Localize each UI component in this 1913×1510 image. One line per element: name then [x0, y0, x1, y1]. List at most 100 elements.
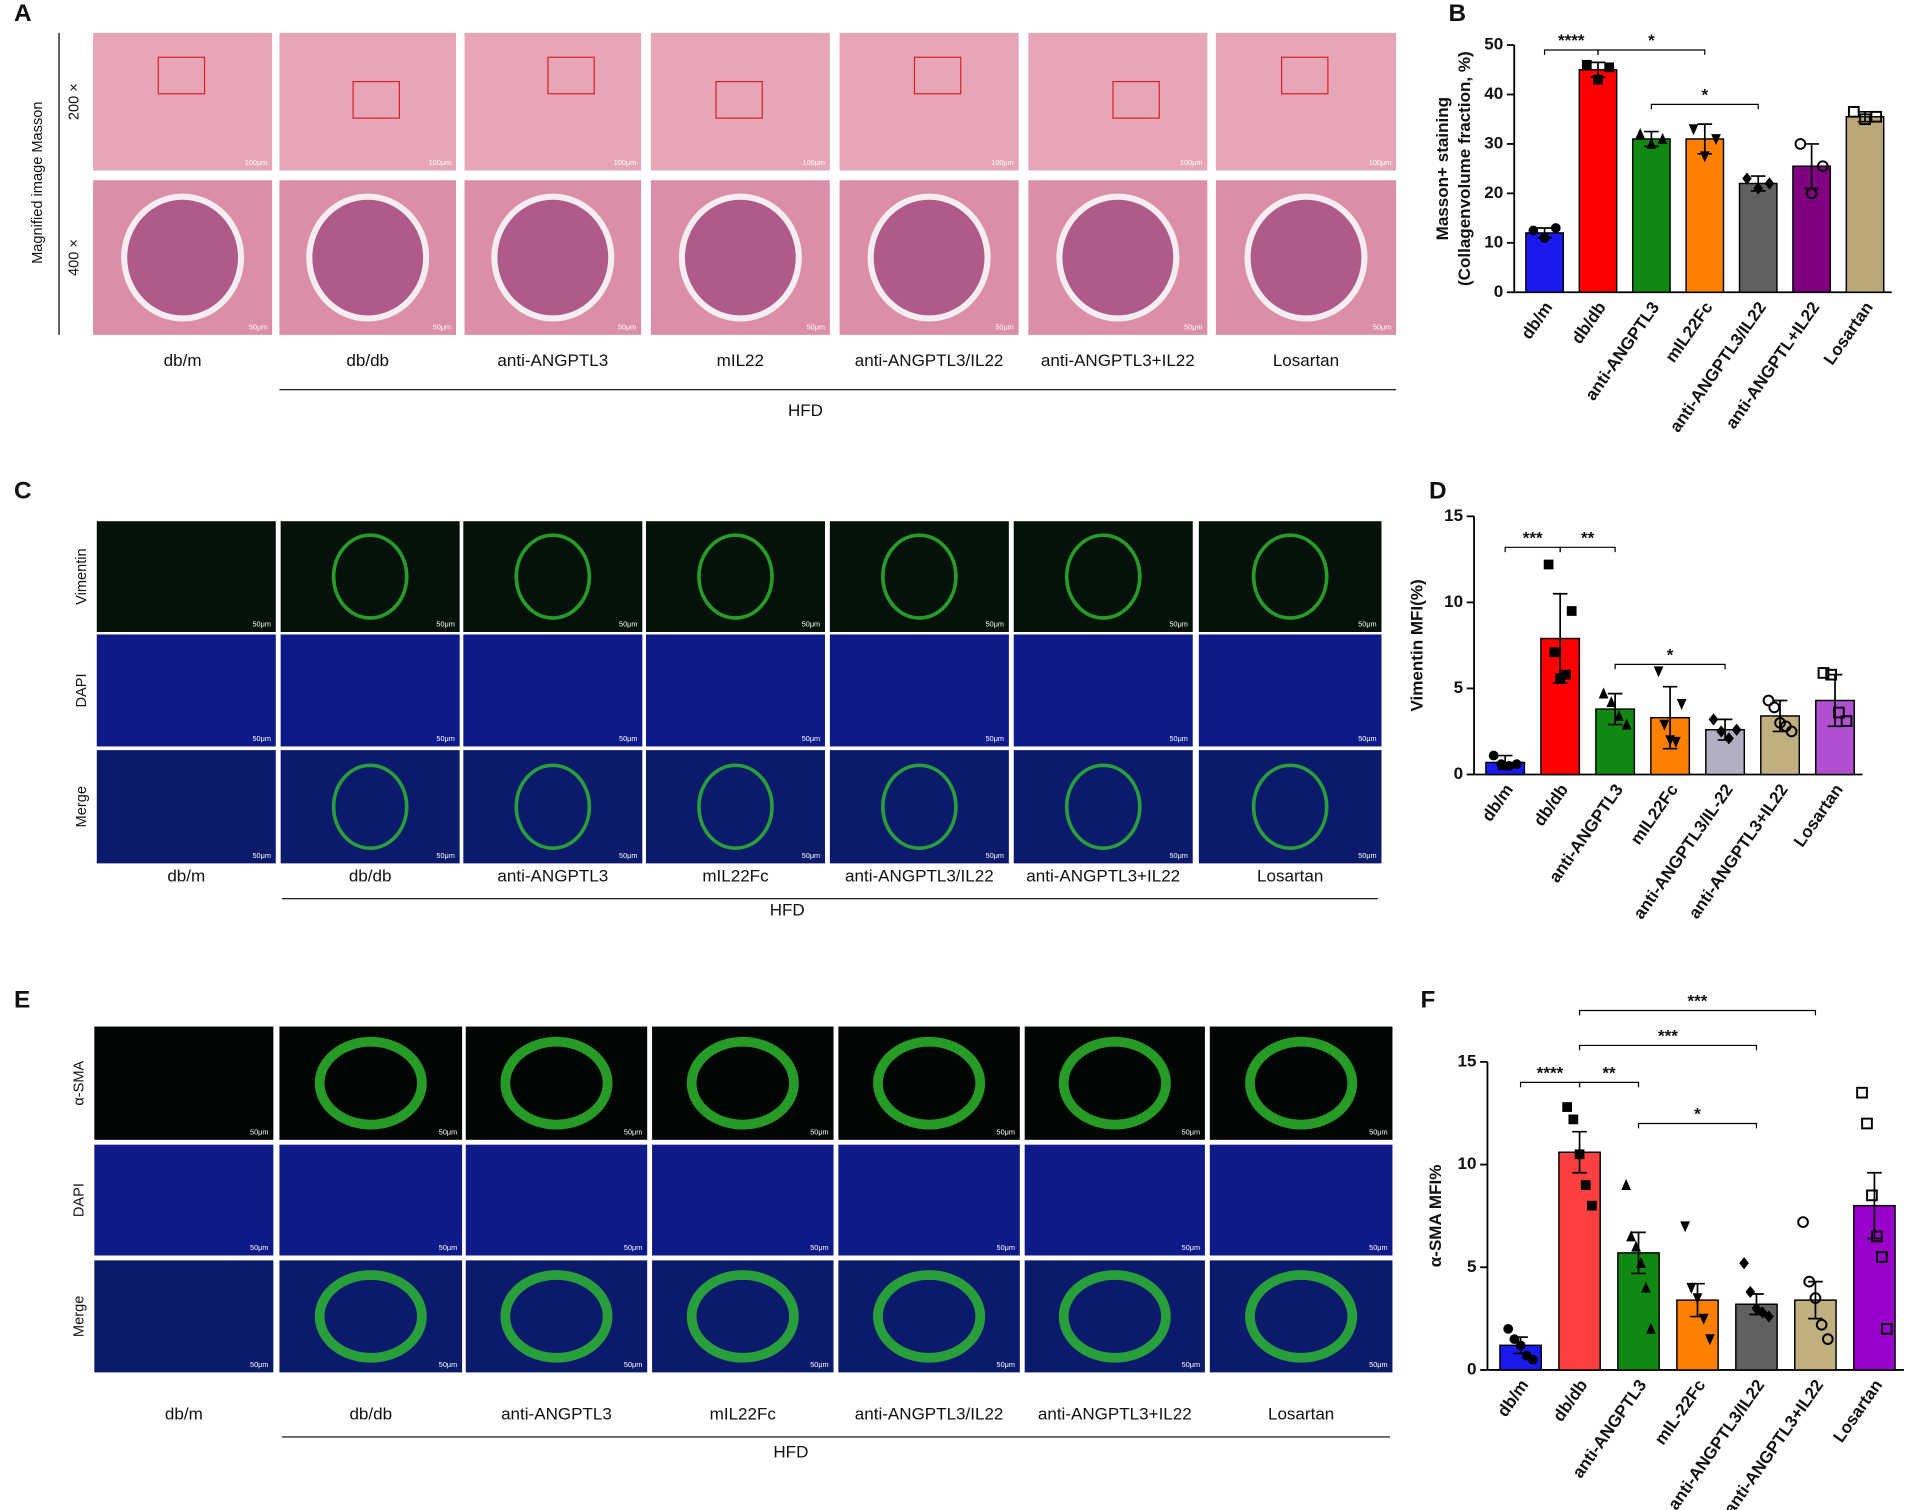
micrograph [94, 1260, 274, 1373]
significance-label: * [1667, 645, 1674, 664]
scale-bar-label: 50μm [1373, 322, 1391, 331]
data-point [1635, 127, 1646, 139]
micrograph [463, 750, 643, 864]
data-point [1528, 225, 1539, 236]
micrograph [1013, 634, 1193, 747]
micrograph [829, 521, 1009, 633]
scale-bar-label: 100μm [1180, 158, 1202, 167]
y-axis-label: Masson+ staining [1433, 97, 1452, 240]
roi-box [352, 80, 400, 119]
roi-box [157, 56, 206, 95]
significance-bracket [1650, 103, 1759, 110]
data-point [1606, 696, 1617, 708]
data-point [1762, 694, 1775, 707]
column-label: anti-ANGPTL3+IL22 [1026, 866, 1180, 885]
stain [1058, 1036, 1171, 1130]
data-point [1805, 187, 1818, 200]
data-point [1870, 110, 1883, 123]
column-label: db/db [349, 1405, 392, 1424]
column-label: anti-ANGPTL3 [497, 351, 608, 370]
data-point [1871, 1230, 1883, 1243]
scale-bar-label: 50μm [997, 1127, 1015, 1136]
data-point [1809, 1292, 1822, 1304]
micrograph [652, 1144, 834, 1256]
data-point [1636, 1257, 1646, 1269]
micrograph [280, 521, 460, 633]
micrograph [1198, 750, 1382, 864]
data-point [1568, 1114, 1579, 1125]
scale-bar-label: 50μm [249, 322, 267, 331]
column-label: mIL22Fc [702, 866, 769, 885]
column-label: anti-ANGPTL3/IL22 [845, 866, 994, 885]
x-tick-label: anti-ANGPTL3/IL22 [1666, 298, 1770, 435]
micrograph [645, 634, 825, 747]
bar [1558, 1151, 1601, 1371]
y-axis-label: α-SMA MFI% [1426, 1165, 1445, 1268]
scale-bar-label: 100μm [429, 158, 451, 167]
data-point [1708, 713, 1719, 726]
column-label: mIL22Fc [710, 1405, 777, 1424]
glomerulus [1244, 193, 1368, 322]
scale-bar-label: 50μm [439, 1127, 457, 1136]
group-label: HFD [773, 1442, 808, 1461]
y-tick-label: 30 [1484, 133, 1503, 152]
significance-label: * [1648, 31, 1655, 50]
micrograph [94, 1026, 274, 1140]
row-label: 400 × [67, 239, 83, 276]
roi-box [913, 56, 962, 95]
roi-box [715, 80, 763, 119]
scale-bar-label: 100μm [614, 158, 636, 167]
glomerulus [306, 193, 430, 322]
x-tick-label: anti-ANGPTL3+IL22 [1685, 781, 1792, 923]
stain [697, 763, 774, 850]
data-point [1774, 717, 1786, 729]
scale-bar-label: 50μm [253, 734, 271, 743]
scale-bar-label: 50μm [1182, 1360, 1200, 1369]
scale-bar-label: 50μm [433, 322, 451, 331]
y-tick-label: 15 [1444, 506, 1463, 525]
row-label: DAPI [74, 673, 90, 707]
scale-bar-label: 50μm [250, 1360, 268, 1369]
data-point [1670, 736, 1681, 748]
data-point [1581, 59, 1592, 70]
scale-bar-label: 50μm [1369, 1360, 1387, 1369]
micrograph [464, 32, 642, 171]
y-tick-label: 0 [1467, 1359, 1476, 1378]
data-point [1680, 1221, 1690, 1233]
y-tick-label: 5 [1454, 678, 1463, 697]
x-tick-label: db/m [1494, 1376, 1533, 1420]
data-point [1817, 667, 1830, 679]
data-point [1511, 759, 1522, 770]
micrograph [96, 634, 276, 747]
glomerulus [1056, 193, 1180, 322]
data-point [1657, 132, 1668, 144]
panel-label: E [14, 986, 30, 1013]
micrograph [645, 750, 825, 864]
scale-bar-label: 50μm [1182, 1127, 1200, 1136]
scale-bar-label: 50μm [995, 322, 1013, 331]
column-label: db/db [346, 351, 389, 370]
micrograph [96, 750, 276, 864]
scale-bar-label: 50μm [619, 734, 637, 743]
significance-bracket [1519, 1081, 1581, 1088]
significance-label: *** [1658, 1026, 1678, 1045]
significance-bracket [1559, 546, 1616, 553]
data-point [1768, 701, 1781, 714]
data-point [1614, 709, 1624, 721]
significance-bracket [1578, 1081, 1640, 1088]
data-point [1840, 715, 1853, 727]
y-tick-label: 40 [1484, 84, 1503, 103]
column-label: anti-ANGPTL3+IL22 [1041, 351, 1195, 370]
stain [314, 1270, 427, 1363]
data-point [1561, 669, 1571, 680]
stain [1251, 533, 1329, 620]
glomerulus [867, 193, 991, 322]
stain [881, 533, 958, 620]
x-tick-label: db/m [1478, 781, 1517, 825]
scale-bar-label: 50μm [986, 734, 1004, 743]
micrograph [839, 32, 1019, 171]
row-label: DAPI [72, 1183, 88, 1217]
y-tick-label: 0 [1454, 764, 1463, 783]
bar [1685, 138, 1725, 293]
scale-bar-label: 50μm [253, 620, 271, 629]
